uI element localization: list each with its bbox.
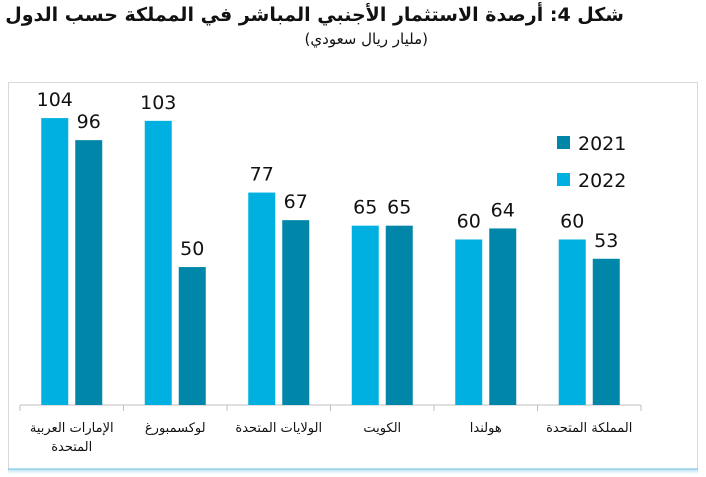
category-label-2: الولايات المتحدة [235,421,322,436]
legend-label-2021: 2021 [578,133,626,155]
data-label-2021-0: 96 [77,111,101,133]
legend-swatch-2021 [557,136,570,149]
data-label-2022-2: 77 [250,164,274,186]
category-label-0: الإمارات العربية [30,421,114,436]
data-label-2022-3: 65 [353,197,377,219]
category-label-0: المتحدة [51,440,92,455]
bar-2021-0 [75,140,103,405]
bar-2021-3 [385,225,413,405]
legend-swatch-2022 [557,173,570,186]
data-label-2022-1: 103 [140,92,176,114]
data-label-2021-5: 53 [594,230,618,252]
category-label-5: المملكة المتحدة [546,421,632,436]
legend-label-2022: 2022 [578,170,626,192]
data-label-2021-1: 50 [180,238,204,260]
bar-2022-3 [351,225,379,405]
category-label-4: هولندا [470,421,502,436]
bar-2022-4 [455,239,483,405]
chart-title: شكل 4: أرصدة الاستثمار الأجنبي المباشر ف… [5,4,624,26]
data-label-2021-2: 67 [284,191,308,213]
bar-2021-5 [592,258,620,405]
frame-shadow [8,468,698,474]
data-label-2021-3: 65 [387,197,411,219]
bar-2022-5 [558,239,586,405]
data-label-2022-0: 104 [37,89,73,111]
category-label-3: الكويت [363,421,401,436]
bar-2021-2 [282,220,310,405]
category-label-1: لوكسمبورغ [145,421,206,436]
bar-2021-1 [178,267,206,405]
bar-2022-0 [41,118,69,405]
bar-2021-4 [489,228,517,405]
chart-subtitle: (مليار ريال سعودي) [304,30,428,48]
bar-2022-1 [144,120,172,406]
data-label-2022-5: 60 [560,210,584,232]
data-label-2021-4: 64 [491,199,515,221]
data-label-2022-4: 60 [457,210,481,232]
bar-2022-2 [248,192,276,405]
